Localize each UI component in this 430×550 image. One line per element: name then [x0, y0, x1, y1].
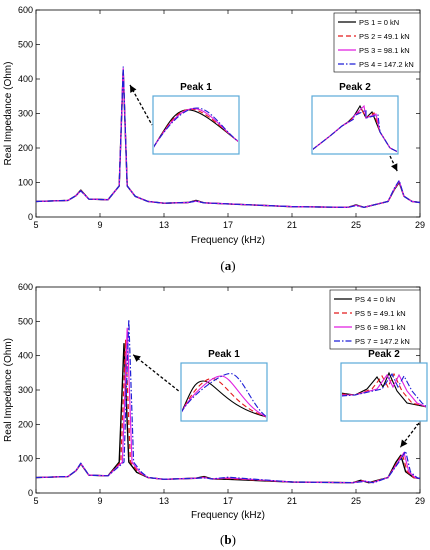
- y-tick-label: 100: [18, 454, 33, 464]
- y-tick-label: 500: [18, 316, 33, 326]
- inset-arrow-line: [132, 354, 181, 393]
- series-line-4: [36, 319, 420, 484]
- series-group: [36, 319, 420, 484]
- inset-frame: [311, 95, 399, 155]
- inset-curve-3: [342, 373, 426, 408]
- y-tick-label: 200: [18, 143, 33, 153]
- y-tick-label: 400: [18, 74, 33, 84]
- x-tick-label: 29: [415, 220, 425, 230]
- legend-entry-4: PS 7 = 147.2 kN: [355, 337, 410, 346]
- inset-frame: [152, 95, 240, 155]
- inset-peak-2: Peak 2: [340, 349, 428, 448]
- inset-curve-4: [154, 107, 238, 148]
- inset-title: Peak 1: [208, 349, 240, 360]
- inset-peak-2: Peak 2: [311, 82, 399, 172]
- x-tick-label: 9: [97, 496, 102, 506]
- x-tick-label: 29: [415, 496, 425, 506]
- legend-box: [333, 12, 421, 73]
- x-tick-label: 21: [287, 220, 297, 230]
- x-axis-label: Frequency (kHz): [191, 510, 265, 521]
- y-tick-label: 300: [18, 109, 33, 119]
- inset-title: Peak 2: [368, 349, 400, 360]
- x-tick-label: 25: [351, 220, 361, 230]
- inset-arrow-line: [389, 155, 398, 172]
- inset-curve-4: [313, 109, 397, 153]
- series-group: [36, 66, 420, 209]
- inset-arrow-head: [130, 85, 137, 93]
- x-tick-label: 21: [287, 496, 297, 506]
- y-tick-label: 600: [18, 282, 33, 292]
- inset-curve-2: [182, 377, 266, 418]
- y-axis-label: Real Impedance (Ohm): [3, 62, 14, 166]
- y-axis-label: Real Impedance (Ohm): [3, 338, 14, 442]
- x-tick-label: 25: [351, 496, 361, 506]
- x-tick-label: 17: [223, 220, 233, 230]
- inset-curves: [342, 371, 426, 408]
- legend-entry-3: PS 3 = 98.1 kN: [359, 46, 410, 55]
- x-tick-label: 5: [33, 496, 38, 506]
- inset-curve-1: [182, 380, 266, 418]
- legend-entry-3: PS 6 = 98.1 kN: [355, 323, 406, 332]
- y-tick-label: 400: [18, 351, 33, 361]
- x-tick-label: 13: [159, 220, 169, 230]
- legend-entry-4: PS 4 = 147.2 kN: [359, 60, 414, 69]
- x-tick-label: 13: [159, 496, 169, 506]
- panel-caption: (b): [220, 532, 236, 547]
- inset-curve-4: [182, 372, 266, 417]
- y-tick-label: 0: [28, 212, 33, 222]
- series-line-4: [36, 66, 420, 208]
- y-tick-label: 600: [18, 5, 33, 15]
- legend: PS 1 = 0 kN PS 2 = 49.1 kN PS 3 = 98.1 kN P…: [333, 12, 421, 73]
- y-tick-label: 200: [18, 419, 33, 429]
- inset-curve-4: [342, 372, 426, 407]
- inset-frame: [340, 362, 428, 422]
- x-axis-label: Frequency (kHz): [191, 235, 265, 246]
- inset-curves: [313, 104, 397, 153]
- x-tick-label: 9: [97, 220, 102, 230]
- inset-arrow-head: [133, 354, 141, 362]
- y-tick-label: 0: [28, 488, 33, 498]
- chart-panel-a: 5 9 13 17 21 25 29 0 100 200 300 400 500 600 Frequency…: [3, 5, 425, 273]
- y-tick-label: 500: [18, 40, 33, 50]
- inset-title: Peak 1: [180, 82, 212, 93]
- y-tick-label: 300: [18, 385, 33, 395]
- inset-curves: [182, 372, 266, 418]
- panel-caption: (a): [220, 258, 235, 273]
- inset-curves: [154, 107, 238, 148]
- legend-box: [329, 289, 421, 350]
- y-tick-label: 100: [18, 178, 33, 188]
- inset-title: Peak 2: [339, 82, 371, 93]
- legend-entry-2: PS 5 = 49.1 kN: [355, 309, 406, 318]
- inset-arrow-line: [129, 84, 153, 126]
- inset-peak-1: Peak 1: [132, 349, 268, 422]
- legend: PS 4 = 0 kN PS 5 = 49.1 kN PS 6 = 98.1 kN P…: [329, 289, 421, 350]
- chart-panel-b: 5 9 13 17 21 25 29 0 100 200 300 400 500 600 Frequency…: [3, 282, 428, 547]
- legend-entry-1: PS 1 = 0 kN: [359, 18, 399, 27]
- legend-entry-2: PS 2 = 49.1 kN: [359, 32, 410, 41]
- inset-arrow-head: [391, 163, 398, 172]
- legend-entry-1: PS 4 = 0 kN: [355, 295, 395, 304]
- inset-peak-1: Peak 1: [129, 82, 240, 155]
- inset-arrow-head: [400, 439, 408, 448]
- x-tick-label: 17: [223, 496, 233, 506]
- x-tick-label: 5: [33, 220, 38, 230]
